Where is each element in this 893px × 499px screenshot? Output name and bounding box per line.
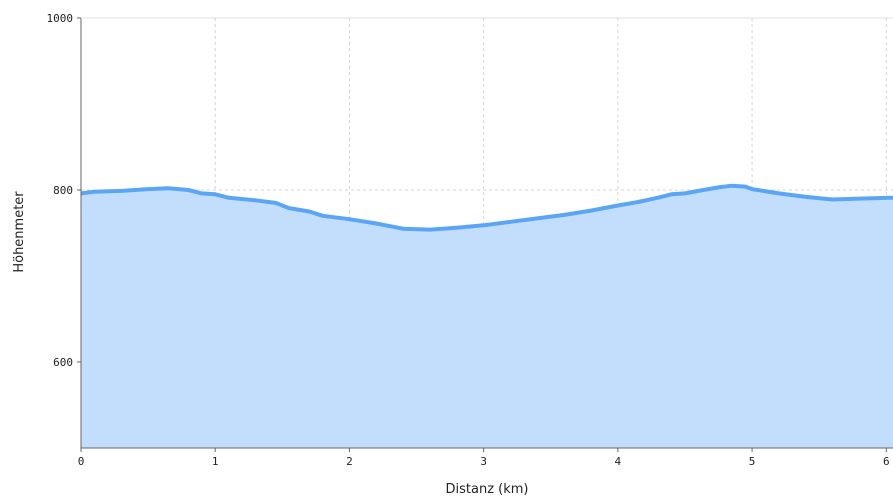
elevation-area bbox=[81, 185, 893, 448]
x-axis-title: Distanz (km) bbox=[446, 482, 529, 497]
axes bbox=[77, 17, 893, 452]
x-tick-label: 3 bbox=[480, 455, 487, 468]
y-tick-label: 800 bbox=[53, 184, 73, 197]
tick-labels: 0 1 2 3 4 5 6 600 800 1000 bbox=[47, 12, 890, 468]
x-tick-label: 0 bbox=[78, 455, 85, 468]
elevation-line bbox=[80, 183, 893, 232]
y-tick-label: 600 bbox=[53, 356, 73, 369]
x-tick-label: 5 bbox=[749, 455, 756, 468]
y-axis-title: Höhenmeter bbox=[12, 191, 27, 273]
x-tick-label: 2 bbox=[346, 455, 353, 468]
y-tick-label: 1000 bbox=[47, 12, 74, 25]
x-tick-label: 6 bbox=[883, 455, 890, 468]
x-tick-label: 4 bbox=[615, 455, 622, 468]
x-tick-label: 1 bbox=[212, 455, 219, 468]
